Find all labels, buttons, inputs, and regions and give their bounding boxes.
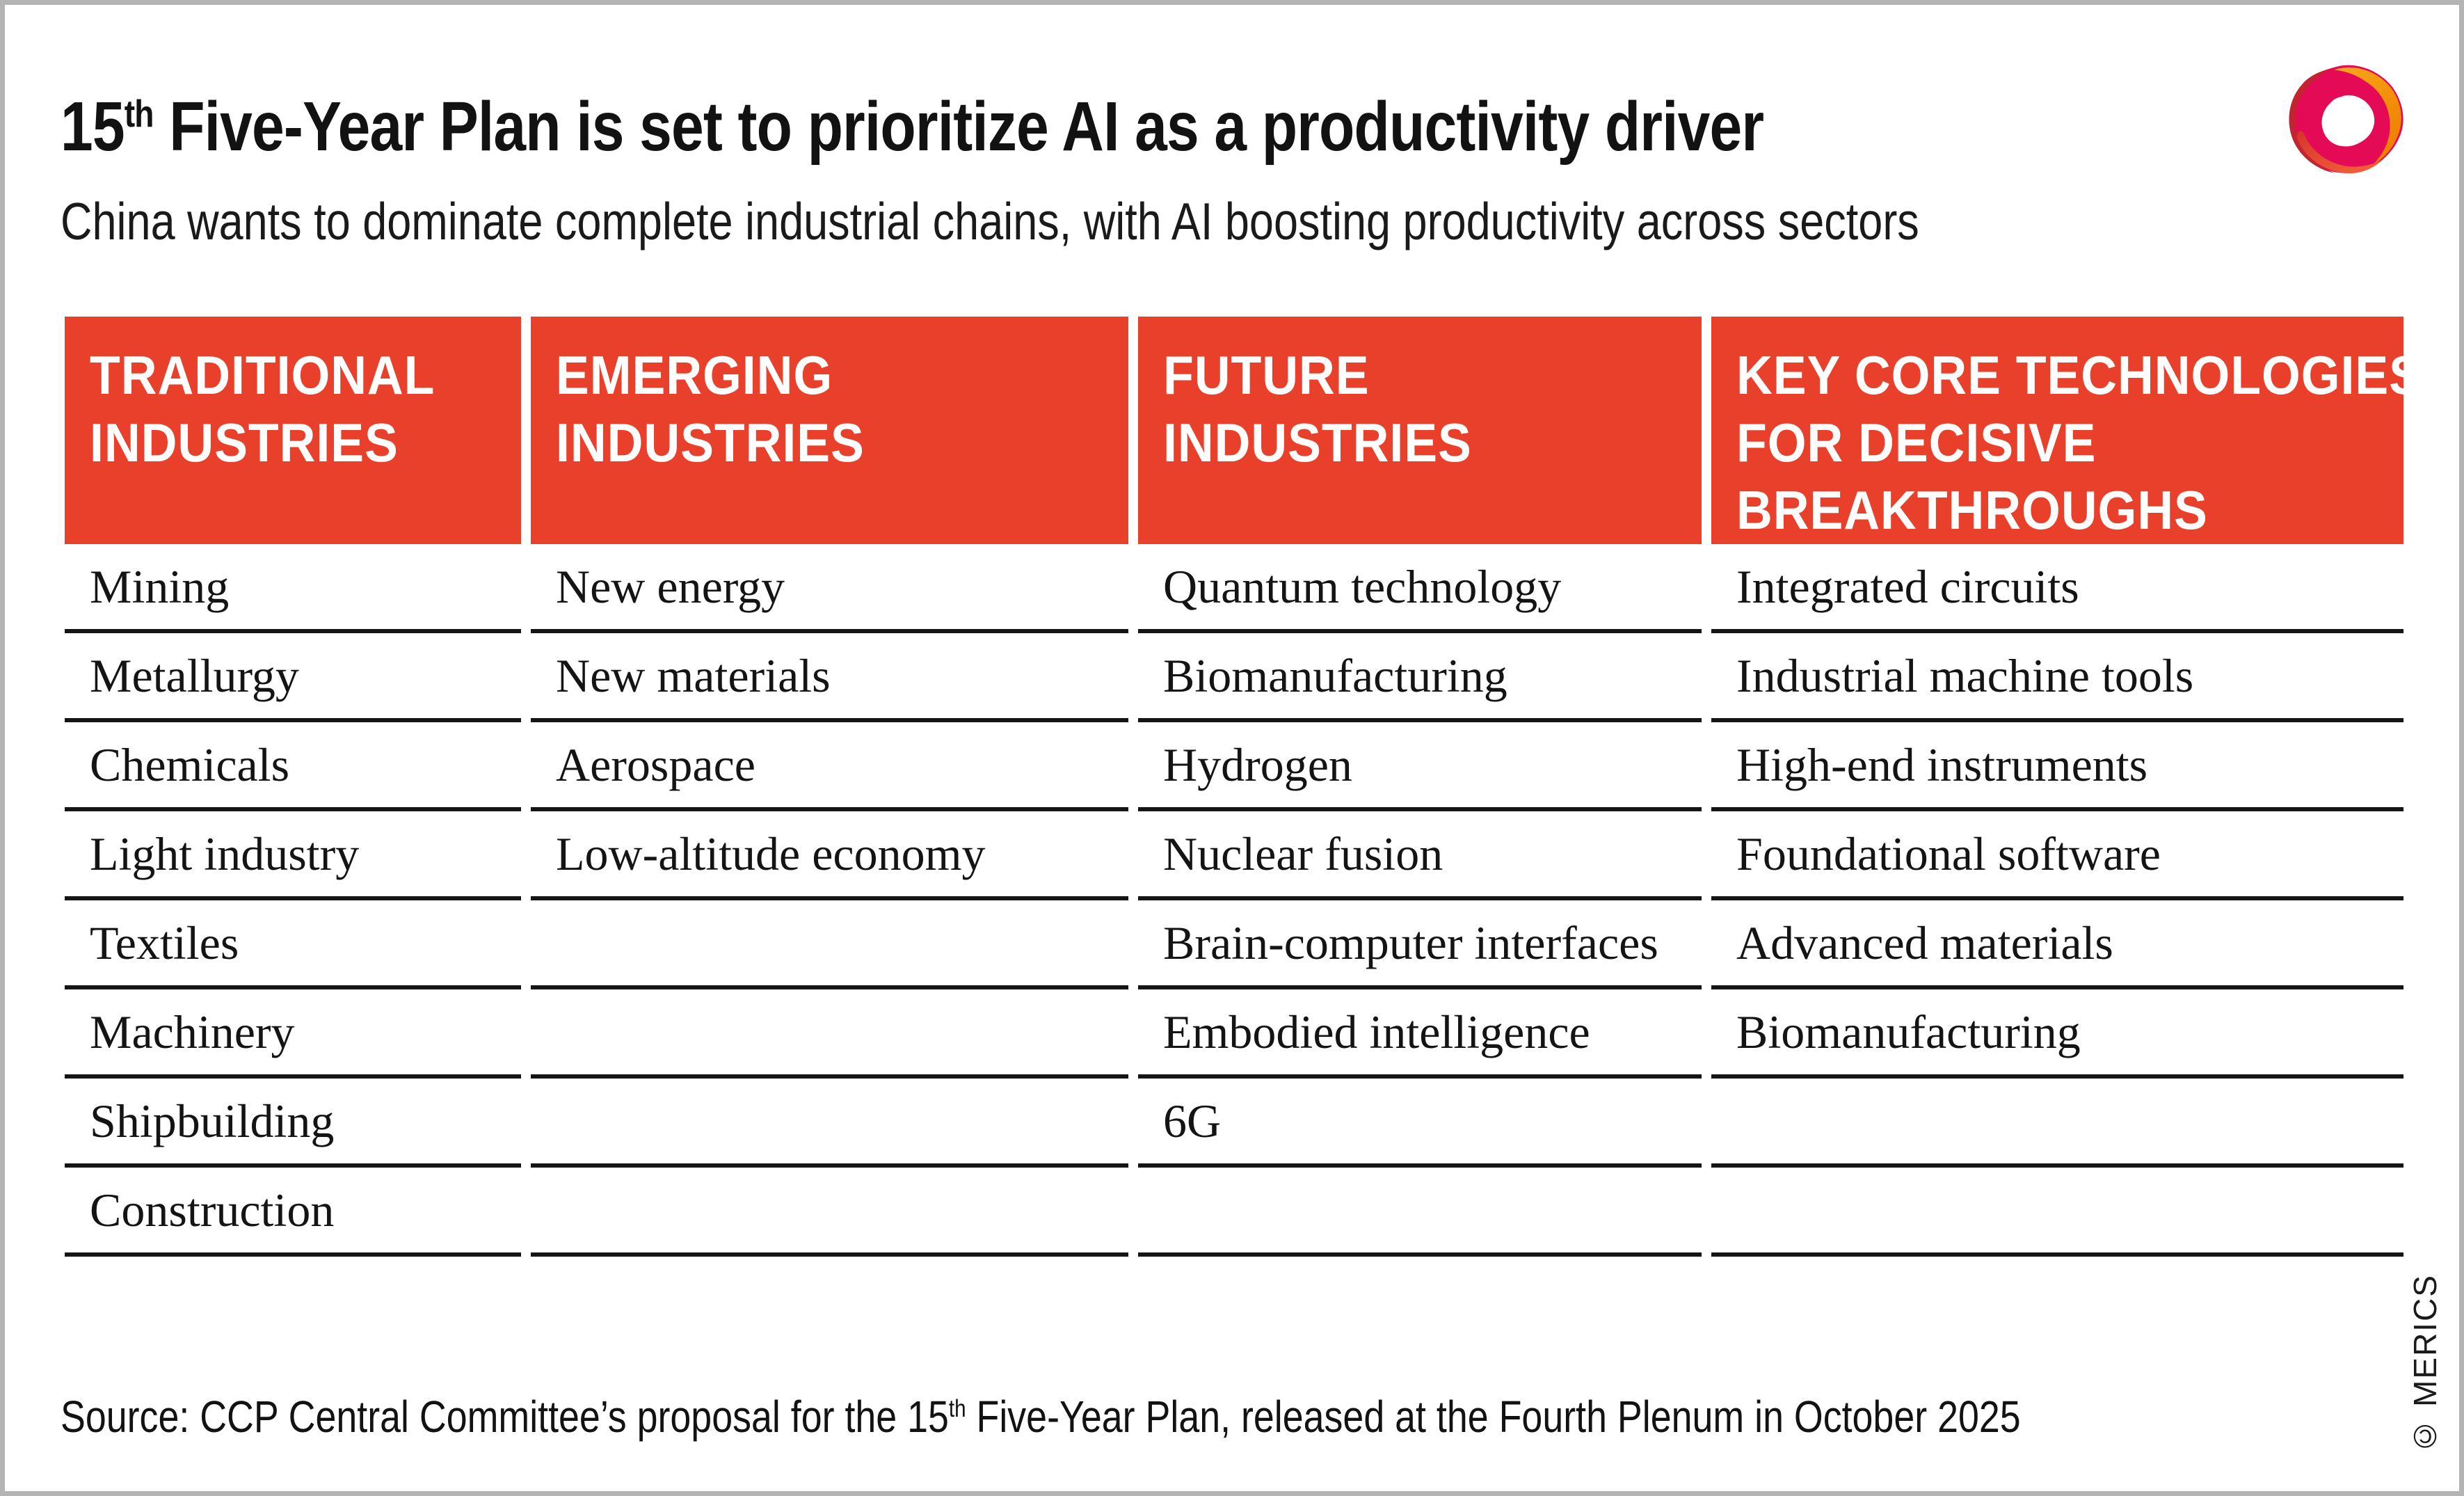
table-cell: New materials [531, 633, 1128, 722]
column-traditional-industries: TRADITIONAL INDUSTRIES Mining Metallurgy… [65, 317, 521, 1257]
table-cell: Chemicals [65, 722, 521, 811]
title-rest: Five-Year Plan is set to prioritize AI a… [153, 88, 1764, 166]
source-prefix: Source: CCP Central Committee’s proposal… [61, 1392, 949, 1442]
column-header: TRADITIONAL INDUSTRIES [65, 317, 521, 544]
table-cell: Foundational software [1711, 811, 2403, 900]
column-header: FUTURE INDUSTRIES [1138, 317, 1702, 544]
source-note: Source: CCP Central Committee’s proposal… [61, 1391, 2021, 1442]
logo-flame-shape [2296, 131, 2383, 174]
table-cell [531, 1168, 1128, 1257]
column-key-core-technologies: KEY CORE TECHNOLOGIES FOR DECISIVE BREAK… [1711, 317, 2422, 1257]
table-cell [1711, 1168, 2403, 1257]
table-cell: Industrial machine tools [1711, 633, 2403, 722]
table-cell: Integrated circuits [1711, 544, 2403, 633]
table-cell: Hydrogen [1138, 722, 1702, 811]
table-cell: Aerospace [531, 722, 1128, 811]
page-title: 15th Five-Year Plan is set to prioritize… [61, 87, 1764, 167]
table-cell: Mining [65, 544, 521, 633]
table-cell: 6G [1138, 1079, 1702, 1168]
table-cell: Embodied intelligence [1138, 989, 1702, 1079]
table-cell [531, 989, 1128, 1079]
column-future-industries: FUTURE INDUSTRIES Quantum technology Bio… [1138, 317, 1702, 1257]
logo-center-hole [2321, 95, 2375, 147]
table-cell: Light industry [65, 811, 521, 900]
table-cell: Machinery [65, 989, 521, 1079]
source-rest: Five-Year Plan, released at the Fourth P… [966, 1392, 2021, 1442]
table-cell [1711, 1079, 2403, 1168]
table-cell: Quantum technology [1138, 544, 1702, 633]
logo-crimson-shape [2289, 67, 2335, 173]
source-superscript: th [948, 1395, 966, 1423]
table-cell: Biomanufacturing [1711, 989, 2403, 1079]
table-cell [531, 1079, 1128, 1168]
table-cell: Metallurgy [65, 633, 521, 722]
column-header-label: EMERGING INDUSTRIES [556, 344, 865, 473]
table-cell: Textiles [65, 900, 521, 989]
table-cell: Shipbuilding [65, 1079, 521, 1168]
title-prefix: 15 [61, 88, 125, 166]
table-cell: Biomanufacturing [1138, 633, 1702, 722]
table-cell: Construction [65, 1168, 521, 1257]
page-subtitle: China wants to dominate complete industr… [61, 192, 1919, 250]
column-header-label: FUTURE INDUSTRIES [1163, 344, 1472, 473]
table-cell: Nuclear fusion [1138, 811, 1702, 900]
table-cell [531, 900, 1128, 989]
column-header-label: TRADITIONAL INDUSTRIES [90, 344, 435, 473]
table-cell: Brain-computer interfaces [1138, 900, 1702, 989]
copyright-notice: © MERICS [2407, 1274, 2443, 1455]
table-cell: High-end instruments [1711, 722, 2403, 811]
column-header: EMERGING INDUSTRIES [531, 317, 1128, 544]
table-cell: New energy [531, 544, 1128, 633]
merics-logo-icon [2289, 65, 2403, 174]
title-superscript: th [124, 91, 154, 135]
table-cell: Advanced materials [1711, 900, 2403, 989]
logo-orange-shape [2334, 67, 2401, 165]
column-header-label: KEY CORE TECHNOLOGIES FOR DECISIVE BREAK… [1736, 344, 2423, 541]
table-cell: Low-altitude economy [531, 811, 1128, 900]
column-header: KEY CORE TECHNOLOGIES FOR DECISIVE BREAK… [1711, 317, 2422, 544]
industries-table: TRADITIONAL INDUSTRIES Mining Metallurgy… [65, 317, 2422, 1257]
table-cell [1138, 1168, 1702, 1257]
column-emerging-industries: EMERGING INDUSTRIES New energy New mater… [531, 317, 1128, 1257]
